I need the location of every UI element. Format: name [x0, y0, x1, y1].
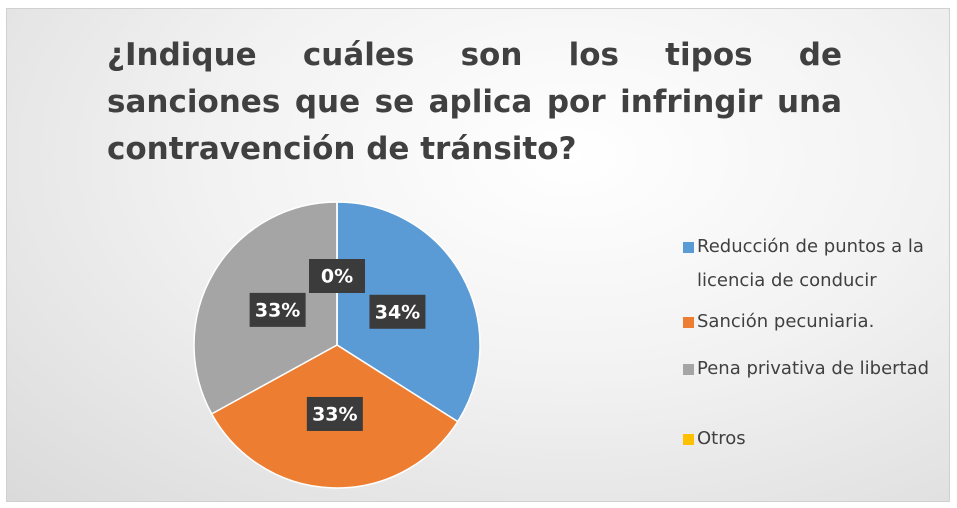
data-label: 34% [375, 301, 420, 323]
legend-swatch [683, 364, 694, 375]
data-label-box [249, 292, 306, 327]
data-label-box [369, 294, 426, 329]
legend-item: Sanción pecuniaria. [683, 305, 953, 339]
legend-item: Reducción de puntos a la licencia de con… [683, 230, 953, 298]
legend-item: Otros [683, 422, 953, 456]
chart-area [6, 8, 950, 502]
legend-label: Otros [697, 428, 746, 449]
data-label-box [306, 396, 363, 431]
legend-swatch [683, 317, 694, 328]
legend-item: Pena privativa de libertad [683, 352, 953, 386]
data-label: 33% [255, 299, 300, 321]
data-label-box [309, 259, 365, 293]
data-label: 33% [312, 403, 357, 425]
data-label: 0% [321, 266, 353, 288]
legend-swatch [683, 242, 694, 253]
legend-label: Pena privativa de libertad [697, 358, 930, 379]
legend-swatch [683, 434, 694, 445]
chart-title: ¿Indique cuáles son los tipos de sancion… [107, 37, 842, 167]
legend-label: Reducción de puntos a la licencia de con… [697, 236, 924, 291]
legend-label: Sanción pecuniaria. [697, 311, 875, 332]
